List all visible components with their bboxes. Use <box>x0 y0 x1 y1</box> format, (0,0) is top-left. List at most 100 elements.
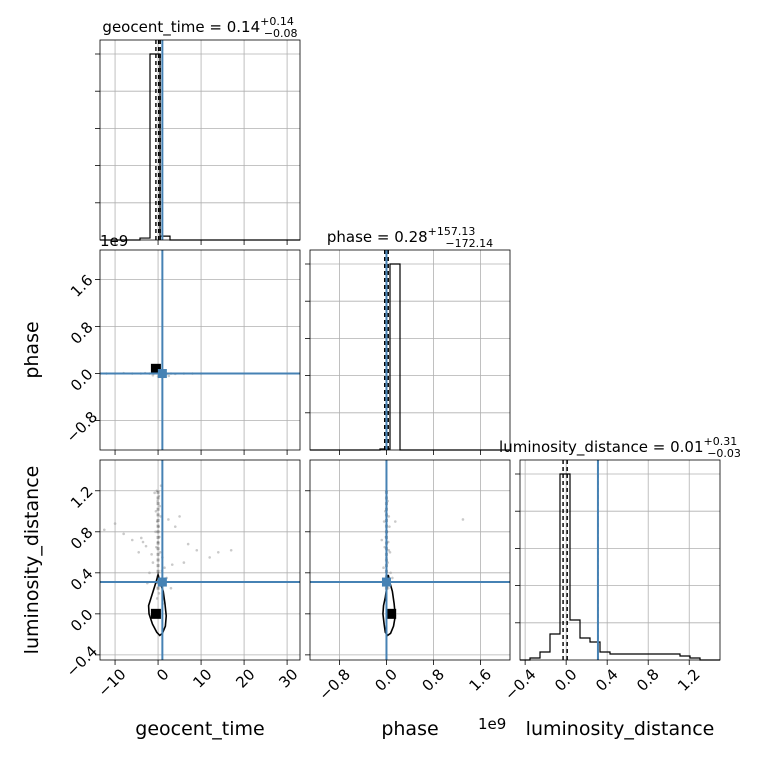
y-axis-label-phase: phase <box>21 321 43 378</box>
x-tick-label: −0.4 <box>501 665 539 703</box>
sample-point <box>167 374 171 378</box>
sample-point <box>182 561 186 564</box>
density-core <box>156 541 160 545</box>
title-prefix: geocent_time = <box>102 18 226 37</box>
sample-point <box>178 515 181 518</box>
sample-point <box>122 532 125 536</box>
density-core <box>156 569 160 573</box>
density-core <box>156 530 160 534</box>
sample-point <box>391 576 394 580</box>
density-core <box>156 513 160 517</box>
2d-panel-geocent_time-phase <box>95 249 301 455</box>
sample-point <box>137 551 141 554</box>
x-tick-label: 1.2 <box>674 665 704 695</box>
x-tick-label: 10 <box>189 665 215 691</box>
hist-panel-phase: phase = 0.28+157.13 −172.14 <box>305 225 511 455</box>
title-median: 0.01 <box>670 438 703 456</box>
x-axis-label-phase: phase <box>381 718 438 740</box>
sample-point <box>103 528 106 532</box>
sample-point <box>151 373 155 377</box>
sample-point <box>158 504 162 508</box>
density-core <box>156 564 160 568</box>
sample-point <box>153 491 156 495</box>
density-core <box>156 586 160 590</box>
density-core <box>156 535 160 539</box>
sample-point <box>157 494 161 498</box>
x-tick-label: 0.0 <box>551 665 581 695</box>
title-median: 0.14 <box>227 18 260 36</box>
sample-point <box>155 489 159 493</box>
x-axis-label-luminosity-distance: luminosity_distance <box>526 718 715 740</box>
x-tick-label: −10 <box>94 665 129 700</box>
sample-point <box>157 592 161 595</box>
sample-point <box>388 525 391 528</box>
density-core <box>156 507 160 511</box>
sample-point <box>155 545 158 549</box>
x-axis-label-geocent-time: geocent_time <box>135 718 264 740</box>
2d-panel-phase-luminosity_distance <box>305 459 511 665</box>
title-plus: +157.13 <box>428 225 476 238</box>
sample-point <box>150 553 153 556</box>
offset-text-phase-y: 1e9 <box>100 232 128 250</box>
y-tick-label: 1.6 <box>67 271 97 301</box>
sample-point <box>151 561 155 564</box>
sample-point <box>113 522 117 525</box>
sample-point <box>170 563 174 566</box>
x-tick-label: 20 <box>232 665 258 691</box>
sample-point <box>158 535 161 539</box>
peak-marker <box>150 608 161 619</box>
hist-panel-geocent_time: geocent_time = 0.14+0.14 −0.08 <box>95 15 301 245</box>
sample-point <box>173 525 177 528</box>
sample-point <box>163 566 166 569</box>
sample-point <box>386 540 390 544</box>
axes-frame <box>309 459 511 661</box>
sample-point <box>139 536 143 540</box>
x-tick-label: 0.8 <box>633 665 663 695</box>
density-core <box>156 519 160 523</box>
sample-point <box>387 548 391 552</box>
plot-area <box>310 460 510 660</box>
title-minus: −0.08 <box>264 27 298 40</box>
y-tick-label: 0.8 <box>67 524 97 554</box>
sample-point <box>144 544 148 548</box>
axes-frame <box>519 459 721 661</box>
title-geocent_time: geocent_time = 0.14+0.14 −0.08 <box>102 15 297 40</box>
sample-point <box>155 597 159 600</box>
sample-point <box>158 551 162 554</box>
peak-marker <box>150 363 161 374</box>
sample-point <box>156 499 159 503</box>
x-tick-label: 0.4 <box>592 665 622 695</box>
axes-frame <box>99 459 301 661</box>
histogram-phase <box>310 263 510 451</box>
axes-frame <box>309 249 511 451</box>
title-median: 0.28 <box>394 228 427 246</box>
truth-marker <box>157 577 167 587</box>
title-minus: −0.03 <box>707 447 741 460</box>
sample-point <box>154 530 157 534</box>
density-core <box>156 558 160 562</box>
sample-point <box>154 509 158 513</box>
x-tick-label: −0.8 <box>315 665 353 703</box>
density-contour <box>147 571 168 637</box>
title-minus: −172.14 <box>445 237 493 250</box>
sample-point <box>157 525 160 528</box>
sample-point <box>186 542 190 546</box>
title-plus: +0.31 <box>704 435 738 448</box>
sample-point <box>380 538 384 542</box>
plot-area <box>100 460 300 660</box>
sample-point <box>155 520 159 523</box>
title-prefix: luminosity_distance = <box>499 438 670 457</box>
y-tick-label: 0.4 <box>67 565 97 595</box>
title-luminosity_distance: luminosity_distance = 0.01+0.31 −0.03 <box>499 435 741 460</box>
hist-panel-luminosity_distance: luminosity_distance = 0.01+0.31 −0.03 <box>499 435 741 665</box>
sample-point <box>148 571 151 575</box>
sample-point <box>141 540 145 544</box>
sample-point <box>169 586 173 590</box>
y-tick-label: −0.8 <box>63 408 101 446</box>
y-tick-label: 1.2 <box>67 483 97 513</box>
x-tick-label: 0 <box>153 665 172 684</box>
title-prefix: phase = <box>327 228 394 246</box>
y-axis-label-luminosity-distance: luminosity_distance <box>21 466 43 655</box>
truth-marker <box>381 577 391 587</box>
